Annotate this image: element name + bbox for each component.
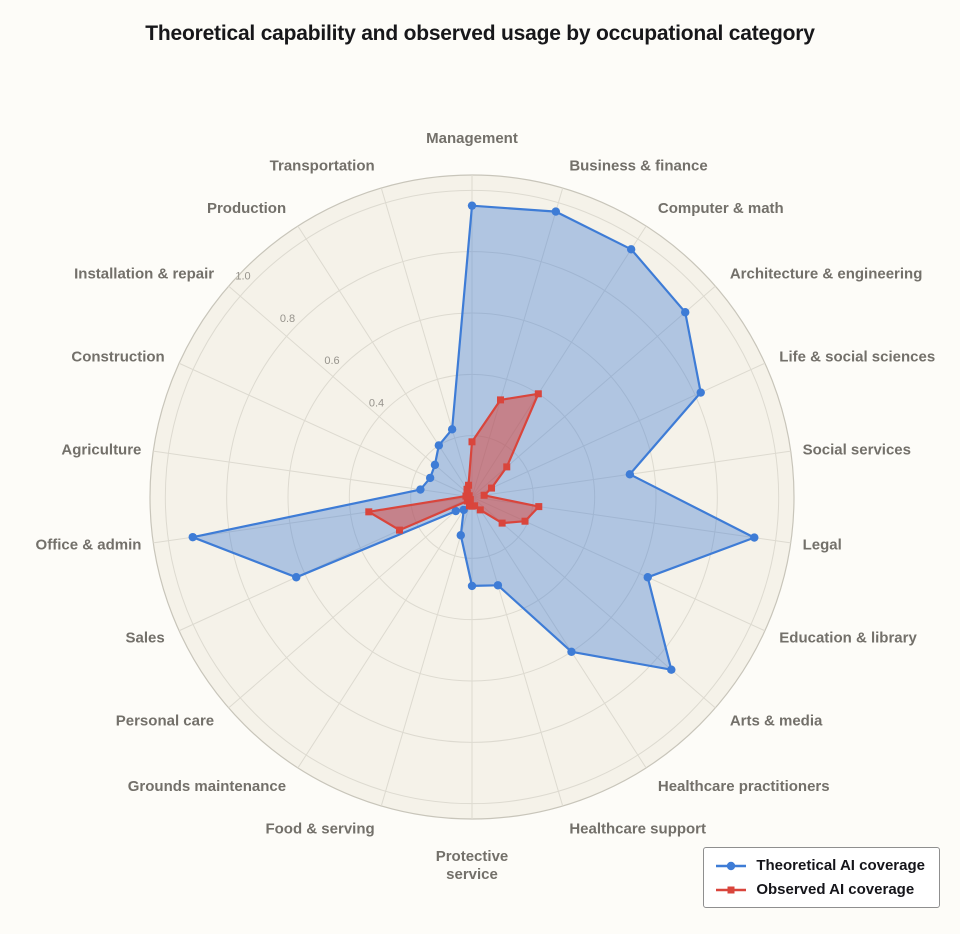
category-label: Education & library [779,629,917,646]
category-label: Agriculture [61,441,141,458]
data-point-circle [447,425,457,434]
data-point-square [497,396,505,404]
grid-spoke [471,285,716,498]
data-point-square [503,463,511,471]
data-point-circle [696,388,705,397]
radial-tick-label: 0.4 [369,397,384,409]
data-point-square [488,484,496,492]
data-point-circle [467,581,477,591]
grid-spoke [297,496,473,769]
data-point-circle [459,505,468,515]
grid-spoke [380,496,473,807]
category-label: Business & finance [569,158,707,175]
radial-tick-label: 1.0 [235,271,250,283]
category-label: Social services [803,441,911,458]
grid-spoke [471,496,716,709]
data-point-square [521,517,529,525]
data-point-square [463,489,471,497]
legend-line-circle-icon [716,861,747,870]
data-point-circle [188,532,197,542]
category-label: Transportation [270,158,375,175]
grid-spoke [380,187,473,498]
data-point-circle [626,245,636,254]
grid-spoke [228,496,473,709]
data-point-square [465,481,473,489]
grid-spoke [471,496,647,769]
category-label: Computer & math [658,200,784,217]
category-label: Architecture & engineering [730,266,923,283]
grid-spoke [297,225,473,498]
data-point-circle [456,531,465,540]
data-point-circle [451,506,460,516]
data-point-circle [416,485,425,494]
grid-spoke [471,362,766,498]
category-label: Life & social sciences [779,349,935,366]
category-label: Grounds maintenance [128,778,286,795]
category-label: Management [426,130,518,147]
category-label: Construction [71,349,164,366]
category-label: Production [207,200,286,217]
data-point-circle [667,665,676,674]
radial-tick-label: 0.8 [280,313,295,325]
grid-spoke [178,362,473,498]
category-label: Protective service [436,848,509,883]
data-point-circle [425,473,435,483]
category-label: Personal care [116,712,214,729]
data-point-circle [750,533,759,542]
legend: Theoretical AI coverage Observed AI cove… [703,847,940,908]
data-point-circle [430,460,440,470]
legend-line-square-icon [716,886,747,893]
data-point-circle [643,573,652,582]
category-label: Arts & media [730,712,823,729]
legend-label-theoretical: Theoretical AI coverage [756,857,925,874]
legend-item-observed[interactable]: Observed AI coverage [714,881,925,898]
data-point-square [534,390,542,398]
category-label: Healthcare practitioners [658,778,830,795]
data-point-circle [434,441,444,450]
category-label: Office & admin [36,537,142,554]
category-label: Sales [126,629,165,646]
data-point-square [476,506,484,514]
category-label: Installation & repair [74,266,214,283]
data-point-circle [467,201,477,210]
radial-tick-label: 0.6 [324,355,339,367]
data-point-square [463,497,471,505]
grid-spoke [471,496,564,807]
data-point-square [395,526,403,534]
category-label: Legal [803,537,842,554]
data-point-circle [551,207,561,216]
category-label: Food & serving [265,820,374,837]
data-point-square [463,485,471,493]
data-point-circle [625,470,635,479]
data-point-square [468,438,476,446]
data-point-square [365,508,373,516]
data-point-circle [493,581,503,590]
data-point-square [465,502,473,510]
data-point-square [535,503,543,511]
data-point-square [498,519,506,527]
grid-spoke [228,285,473,498]
data-point-circle [567,647,576,656]
data-point-square [480,491,488,499]
chart-title: Theoretical capability and observed usag… [145,22,815,45]
category-label: Healthcare support [569,820,706,837]
data-point-circle [681,308,690,317]
legend-label-observed: Observed AI coverage [756,881,915,898]
legend-item-theoretical[interactable]: Theoretical AI coverage [714,857,925,874]
data-point-circle [292,573,301,582]
